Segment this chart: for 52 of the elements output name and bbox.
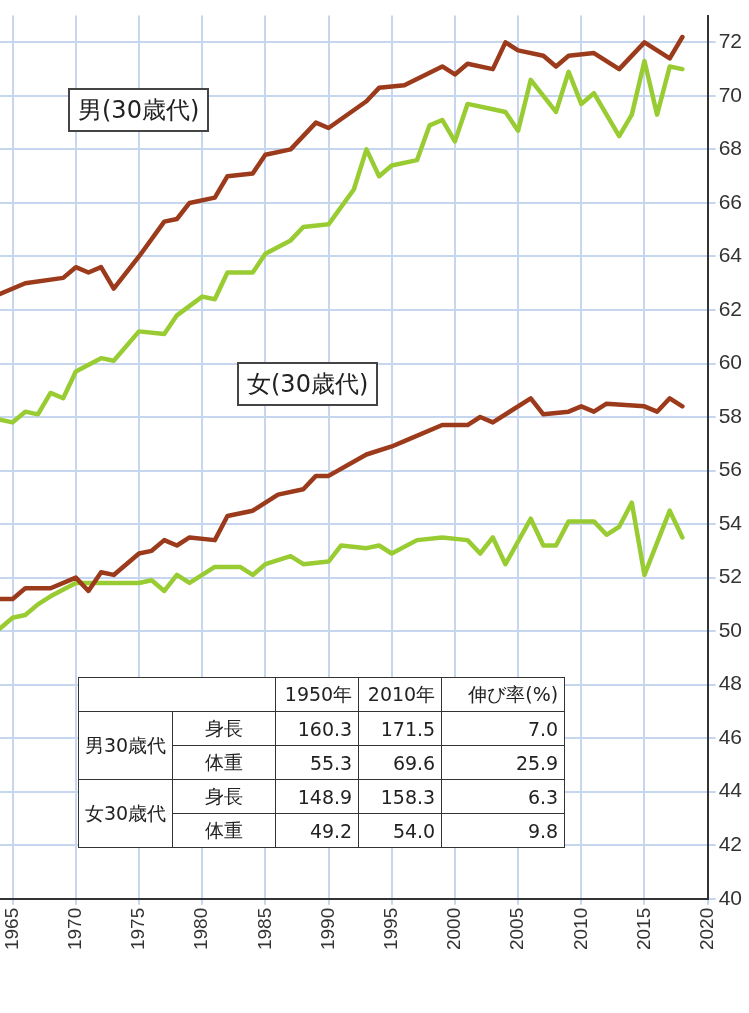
annotation: 148.9	[275, 779, 359, 814]
x-tick-label: 1985	[253, 907, 275, 951]
annotation: 身長	[172, 779, 276, 814]
annotation: 69.6	[358, 745, 442, 780]
x-tick-label: 1975	[127, 907, 149, 951]
y-tick-label: 48	[718, 671, 742, 695]
annotation: 171.5	[358, 711, 442, 746]
annotation: 女30歳代	[78, 779, 173, 848]
annotation: 1950年	[275, 677, 359, 712]
x-tick-label: 2015	[632, 907, 654, 951]
x-tick-label: 1995	[379, 907, 401, 951]
annotation: 男(30歳代)	[68, 88, 210, 132]
annotation: 伸び率(%)	[441, 677, 565, 712]
x-tick-label: 2000	[443, 907, 465, 951]
y-tick-label: 46	[718, 724, 742, 748]
x-tick-label: 2020	[695, 907, 717, 951]
annotation: 男30歳代	[78, 711, 173, 780]
y-tick-label: 40	[718, 885, 742, 909]
annotation: 25.9	[441, 745, 565, 780]
y-tick-label: 54	[718, 510, 743, 534]
x-tick-label: 1980	[190, 907, 212, 951]
y-tick-label: 52	[718, 564, 742, 588]
x-tick-label: 2005	[506, 907, 528, 951]
annotation: 7.0	[441, 711, 565, 746]
annotation: 160.3	[275, 711, 359, 746]
y-tick-label: 44	[718, 778, 743, 802]
y-tick-label: 72	[718, 29, 742, 53]
y-tick-label: 42	[718, 832, 742, 856]
x-tick-label: 1965	[0, 907, 22, 951]
x-tick-label: 1990	[316, 907, 338, 951]
annotation: 体重	[172, 813, 276, 848]
annotation: 54.0	[358, 813, 442, 848]
annotation: 49.2	[275, 813, 359, 848]
annotation: 2010年	[358, 677, 442, 712]
y-tick-label: 68	[718, 136, 742, 160]
y-tick-label: 70	[718, 82, 742, 106]
y-tick-label: 60	[718, 350, 742, 374]
x-tick-label: 1970	[64, 907, 86, 951]
y-tick-label: 66	[718, 189, 742, 213]
y-tick-label: 50	[718, 617, 742, 641]
y-tick-label: 58	[718, 403, 742, 427]
annotation: 158.3	[358, 779, 442, 814]
annotation: 身長	[172, 711, 276, 746]
x-tick-label: 2010	[569, 907, 591, 951]
y-tick-label: 56	[718, 457, 742, 481]
annotation: 女(30歳代)	[237, 362, 379, 406]
y-tick-label: 62	[718, 296, 742, 320]
y-tick-label: 64	[718, 243, 743, 267]
annotation: 55.3	[275, 745, 359, 780]
annotation: 9.8	[441, 813, 565, 848]
annotation: 6.3	[441, 779, 565, 814]
annotation: 体重	[172, 745, 276, 780]
